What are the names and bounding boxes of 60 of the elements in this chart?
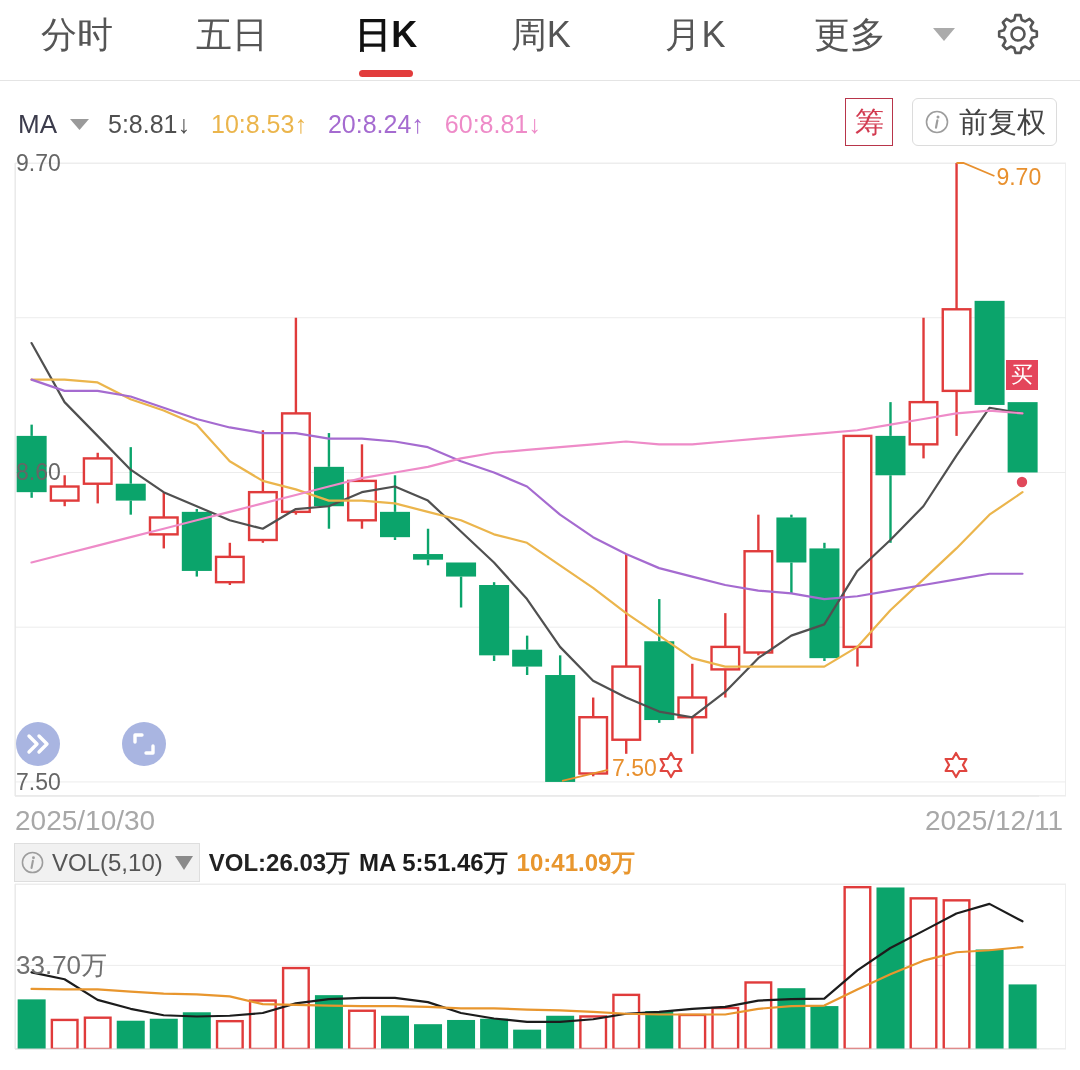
bar xyxy=(281,966,310,1049)
badge: 买 xyxy=(1006,360,1039,391)
text: 更多 xyxy=(814,14,886,55)
y-tick-label: 33.70万 xyxy=(16,950,108,981)
bar xyxy=(480,1018,509,1049)
annotation: 9.70 xyxy=(996,163,1042,191)
bar xyxy=(50,1018,79,1049)
text: 10:8.53↑ xyxy=(211,109,307,139)
bar xyxy=(149,1018,178,1049)
candlestick xyxy=(908,316,939,460)
bar xyxy=(381,1015,409,1049)
text: VOL:26.03万 xyxy=(208,847,351,878)
y-tick-label: 9.70 xyxy=(16,150,61,176)
bar xyxy=(711,1006,740,1049)
text: 日K xyxy=(355,14,418,55)
bar xyxy=(1008,984,1037,1049)
bar xyxy=(414,1024,443,1049)
y-tick-label: 7.50 xyxy=(16,768,61,795)
text: 20:8.24↑ xyxy=(327,109,424,139)
bar xyxy=(215,1019,244,1049)
bar xyxy=(447,1019,476,1049)
text: MA 5:51.46万 xyxy=(359,847,508,878)
bar xyxy=(579,1015,608,1049)
text: 2025/12/11 xyxy=(924,805,1063,837)
text: 60:8.81↓ xyxy=(444,109,541,139)
bar xyxy=(182,1012,211,1049)
text: 5:8.81↓ xyxy=(108,109,191,139)
bar xyxy=(843,885,872,1049)
bar xyxy=(777,988,806,1049)
bar xyxy=(248,999,277,1049)
text: 五日 xyxy=(195,14,268,55)
candlestick xyxy=(875,400,906,544)
candlestick xyxy=(809,541,840,663)
bar xyxy=(744,981,773,1049)
bar xyxy=(347,1009,376,1049)
legend-title: MA xyxy=(18,108,57,140)
bar xyxy=(975,949,1004,1049)
button: VOL(5,10) xyxy=(14,843,200,882)
button: 前复权 xyxy=(912,98,1057,146)
text: 10:41.09万 xyxy=(516,847,636,878)
bar xyxy=(314,995,343,1049)
text: 周K xyxy=(510,14,571,55)
text: 月K xyxy=(665,14,726,55)
bar xyxy=(942,899,971,1049)
bar xyxy=(116,1020,145,1049)
bar xyxy=(83,1016,112,1049)
bar xyxy=(909,897,938,1049)
text: 分时 xyxy=(41,14,113,55)
button: 筹 xyxy=(845,98,893,146)
text: 2025/10/30 xyxy=(15,805,156,837)
legend-title: VOL(5,10) xyxy=(52,848,163,877)
bar xyxy=(876,887,905,1049)
bar xyxy=(546,1015,575,1049)
annotation: 7.50 xyxy=(612,753,657,782)
bar xyxy=(513,1029,542,1049)
bar xyxy=(810,1006,839,1049)
candlestick xyxy=(941,163,972,438)
bar xyxy=(17,999,46,1049)
bar xyxy=(612,993,641,1049)
bar xyxy=(678,1013,707,1049)
